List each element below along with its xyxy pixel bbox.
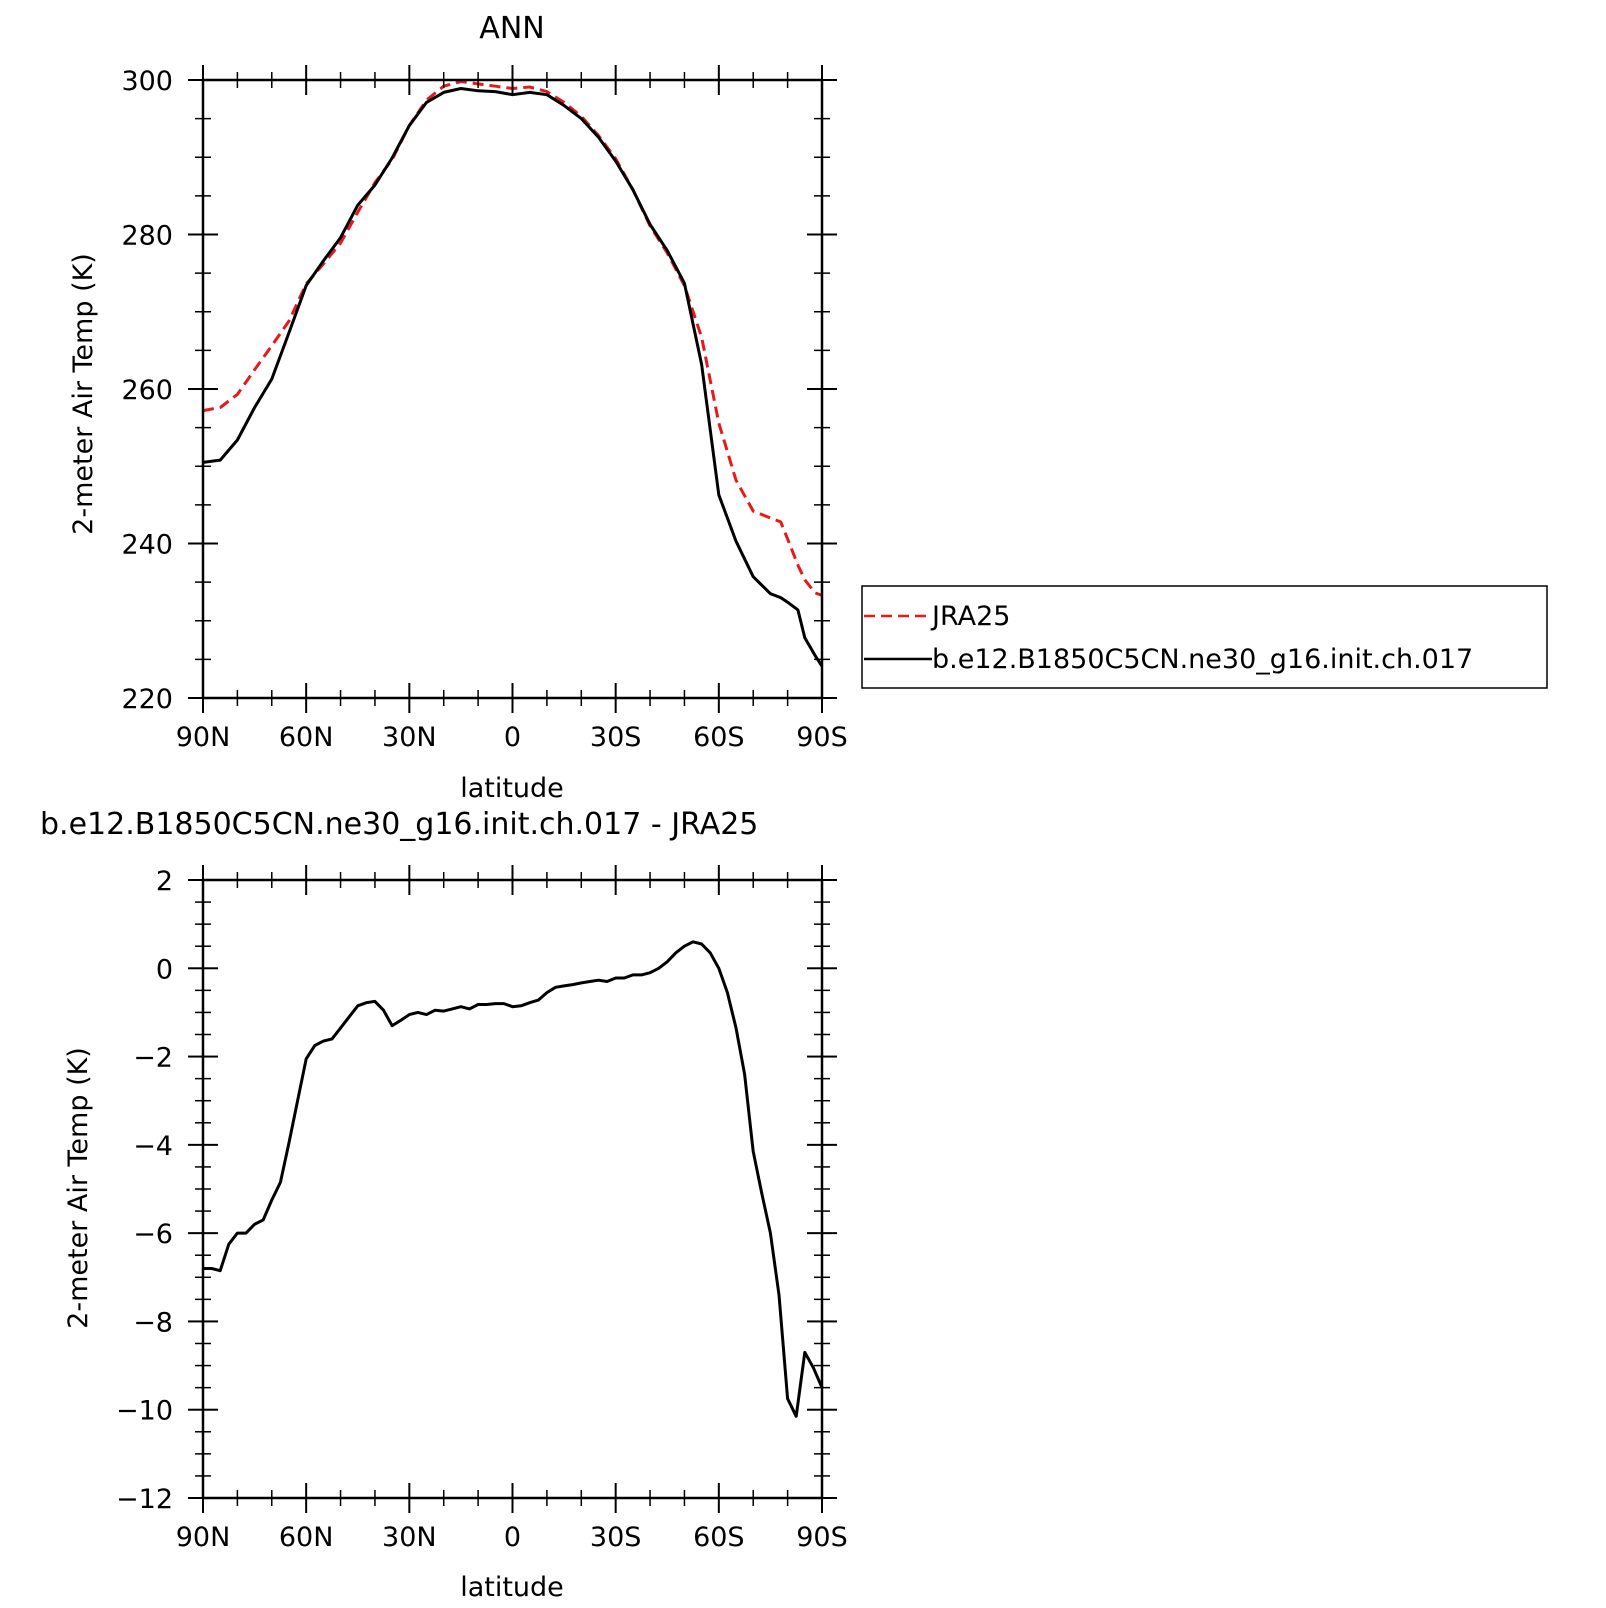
top-y-tick-label: 240 xyxy=(121,530,173,561)
bottom-x-tick-label: 90S xyxy=(796,1522,848,1553)
legend-entry-jra25: JRA25 xyxy=(930,601,1010,632)
bottom-x-tick-label: 0 xyxy=(504,1522,521,1553)
bottom-y-tick-label: −10 xyxy=(116,1396,173,1427)
bottom-y-tick-label: 2 xyxy=(156,866,173,897)
top-chart-title: ANN xyxy=(479,11,544,46)
top-series-group xyxy=(202,80,824,668)
legend: JRA25 b.e12.B1850C5CN.ne30_g16.init.ch.0… xyxy=(861,585,1548,689)
bottom-x-tick-label: 60S xyxy=(693,1522,745,1553)
top-series-line-1 xyxy=(202,87,824,668)
bottom-y-tick-label: −4 xyxy=(133,1131,173,1162)
top-x-tick-label: 30S xyxy=(590,722,642,753)
bottom-x-tick-label: 60N xyxy=(279,1522,334,1553)
top-x-tick-label: 60N xyxy=(279,722,334,753)
top-plot-frame xyxy=(201,78,824,700)
top-y-tick-label: 260 xyxy=(121,375,173,406)
top-x-tick-label: 90S xyxy=(796,722,848,753)
bottom-plot-frame xyxy=(201,878,824,1500)
top-x-tick-label: 0 xyxy=(504,722,521,753)
top-x-tick-label: 30N xyxy=(382,722,437,753)
bottom-series-group xyxy=(203,940,824,1418)
top-series-line-0 xyxy=(202,80,823,597)
bottom-x-tick-label: 90N xyxy=(176,1522,231,1553)
top-y-axis-label: 2-meter Air Temp (K) xyxy=(68,253,99,535)
bottom-x-axis-label: latitude xyxy=(460,1572,564,1603)
bottom-panel: b.e12.B1850C5CN.ne30_g16.init.ch.017 - J… xyxy=(40,807,848,1603)
bottom-series-line-0 xyxy=(203,940,824,1418)
top-x-tick-label: 90N xyxy=(176,722,231,753)
bottom-y-axis-label: 2-meter Air Temp (K) xyxy=(63,1047,94,1329)
top-y-tick-label: 220 xyxy=(121,684,173,715)
bottom-y-tick-label: −8 xyxy=(133,1307,173,1338)
bottom-x-tick-label: 30N xyxy=(382,1522,437,1553)
bottom-y-tick-label: 0 xyxy=(156,954,173,985)
top-panel: ANN latitude 2-meter Air Temp (K) 90N 60N… xyxy=(68,11,848,804)
top-x-tick-label: 60S xyxy=(693,722,745,753)
top-x-axis-label: latitude xyxy=(460,773,564,804)
bottom-y-tick-label: −12 xyxy=(116,1484,173,1515)
top-y-tick-label: 300 xyxy=(121,66,173,97)
legend-box xyxy=(861,585,1548,689)
bottom-y-tick-label: −6 xyxy=(133,1219,173,1250)
bottom-x-tick-label: 30S xyxy=(590,1522,642,1553)
bottom-axis-ticks: 90N 60N 30N 0 30S 60S 90S 2 0 −2 −4 −6 −8 −10 −12 xyxy=(116,865,848,1553)
legend-entry-model: b.e12.B1850C5CN.ne30_g16.init.ch.017 xyxy=(932,644,1473,675)
top-axis-ticks: 90N 60N 30N 0 30S 60S 90S 300 280 260 240 220 xyxy=(121,65,848,753)
bottom-chart-title: b.e12.B1850C5CN.ne30_g16.init.ch.017 - J… xyxy=(40,807,758,842)
top-y-tick-label: 280 xyxy=(121,221,173,252)
bottom-y-tick-label: −2 xyxy=(133,1043,173,1074)
